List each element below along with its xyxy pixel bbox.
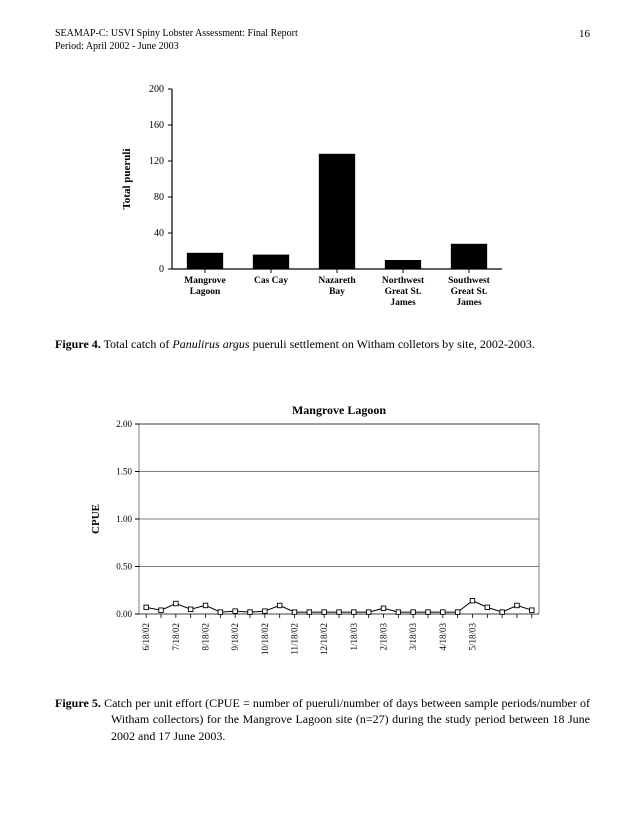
- header-line-2: Period: April 2002 - June 2003: [55, 41, 590, 54]
- svg-text:0: 0: [159, 264, 164, 275]
- header-line-1: SEAMAP-C: USVI Spiny Lobster Assessment:…: [55, 28, 590, 41]
- svg-text:Nazareth: Nazareth: [318, 276, 356, 286]
- svg-text:James: James: [390, 298, 416, 308]
- svg-text:1.00: 1.00: [116, 514, 132, 524]
- svg-text:Total pueruli: Total pueruli: [121, 148, 133, 209]
- page-header: SEAMAP-C: USVI Spiny Lobster Assessment:…: [55, 28, 590, 53]
- page-number: 16: [579, 28, 590, 40]
- svg-text:1.50: 1.50: [116, 467, 132, 477]
- svg-text:5/18/03: 5/18/03: [467, 623, 477, 651]
- svg-text:12/18/02: 12/18/02: [319, 623, 329, 655]
- svg-text:James: James: [456, 298, 482, 308]
- figure-5-caption: Figure 5. Catch per unit effort (CPUE = …: [55, 695, 590, 744]
- svg-text:2.00: 2.00: [116, 419, 132, 429]
- svg-text:0.50: 0.50: [116, 562, 132, 572]
- svg-text:11/18/02: 11/18/02: [290, 623, 300, 655]
- figure-4-caption-species: Panulirus argus: [172, 337, 249, 351]
- svg-text:10/18/02: 10/18/02: [260, 623, 270, 655]
- svg-text:6/18/02: 6/18/02: [141, 623, 151, 651]
- svg-text:Lagoon: Lagoon: [190, 287, 221, 297]
- svg-text:CPUE: CPUE: [90, 504, 102, 534]
- svg-text:1/18/03: 1/18/03: [349, 623, 359, 651]
- figure-4-caption-label: Figure 4.: [55, 337, 101, 351]
- figure-5-container: Mangrove Lagoon 0.00 0.50 1.00 1.50 2.00 6/18/…: [77, 400, 552, 685]
- svg-text:0.00: 0.00: [116, 609, 132, 619]
- svg-text:80: 80: [154, 192, 164, 203]
- svg-text:40: 40: [154, 228, 164, 239]
- figure-4-caption-post: pueruli settlement on Witham colletors b…: [250, 337, 535, 351]
- svg-text:4/18/03: 4/18/03: [438, 623, 448, 651]
- svg-text:Northwest: Northwest: [382, 276, 425, 286]
- svg-text:Mangrove: Mangrove: [184, 276, 226, 286]
- svg-text:3/18/03: 3/18/03: [408, 623, 418, 651]
- svg-text:Southwest: Southwest: [448, 276, 491, 286]
- svg-text:Mangrove Lagoon: Mangrove Lagoon: [292, 403, 386, 417]
- figure-5-caption-label: Figure 5.: [55, 696, 101, 710]
- figure-5-chart: Mangrove Lagoon 0.00 0.50 1.00 1.50 2.00 6/18/…: [77, 400, 552, 685]
- svg-text:7/18/02: 7/18/02: [171, 623, 181, 651]
- svg-text:Great St.: Great St.: [451, 287, 488, 297]
- svg-text:8/18/02: 8/18/02: [201, 623, 211, 651]
- svg-text:200: 200: [149, 84, 164, 95]
- svg-text:120: 120: [149, 156, 164, 167]
- svg-text:9/18/02: 9/18/02: [230, 623, 240, 651]
- figure-4-caption: Figure 4. Total catch of Panulirus argus…: [55, 336, 590, 352]
- svg-text:Cas Cay: Cas Cay: [254, 276, 288, 286]
- figure-4-container: 0 40 80 120 160 200 MangroveLagoon Cas Cay Nazar…: [110, 81, 515, 326]
- svg-text:Great St.: Great St.: [385, 287, 422, 297]
- figure-4-chart: 0 40 80 120 160 200 MangroveLagoon Cas Cay Nazar…: [110, 81, 515, 326]
- figure-5-caption-body: Catch per unit effort (CPUE = number of …: [101, 696, 590, 742]
- svg-text:2/18/03: 2/18/03: [378, 623, 388, 651]
- figure-4-caption-pre: Total catch of: [101, 337, 173, 351]
- svg-text:Bay: Bay: [329, 287, 345, 297]
- svg-text:160: 160: [149, 120, 164, 131]
